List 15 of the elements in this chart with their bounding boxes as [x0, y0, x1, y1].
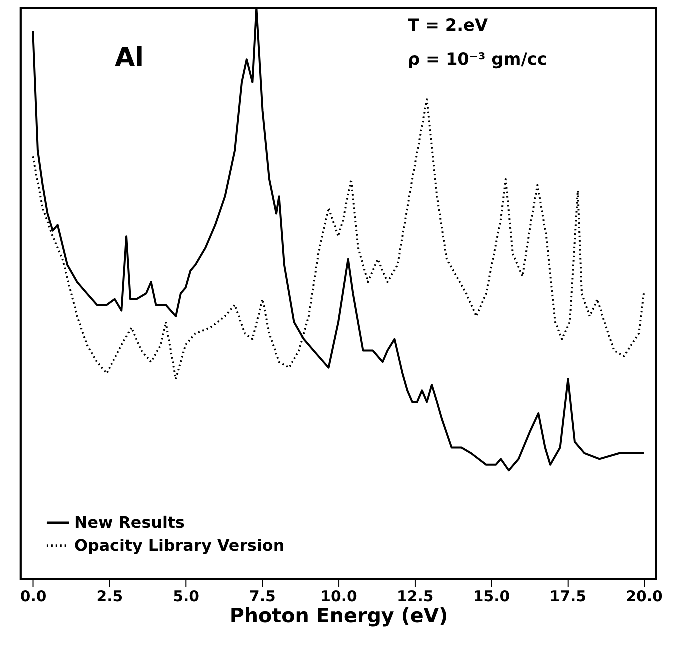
- x-tick-label: 17.5: [550, 587, 586, 606]
- x-tick-label: 10.0: [320, 587, 358, 606]
- legend-label: New Results: [74, 512, 185, 532]
- x-tick-label: 5.0: [173, 587, 200, 606]
- x-tick-label: 15.0: [473, 587, 510, 606]
- x-tick-label: 20.0: [626, 587, 663, 606]
- x-tick-label: 0.0: [20, 587, 47, 606]
- annotation: ρ = 10⁻³ gm/cc: [408, 48, 548, 69]
- x-axis-title: Photon Energy (eV): [230, 604, 448, 628]
- x-tick-label: 2.5: [96, 587, 124, 606]
- x-tick-label: 7.5: [249, 587, 276, 606]
- annotation: T = 2.eV: [408, 15, 488, 36]
- x-tick-label: 12.5: [397, 587, 434, 606]
- annotation: Al: [115, 42, 144, 73]
- legend-label: Opacity Library Version: [74, 536, 285, 555]
